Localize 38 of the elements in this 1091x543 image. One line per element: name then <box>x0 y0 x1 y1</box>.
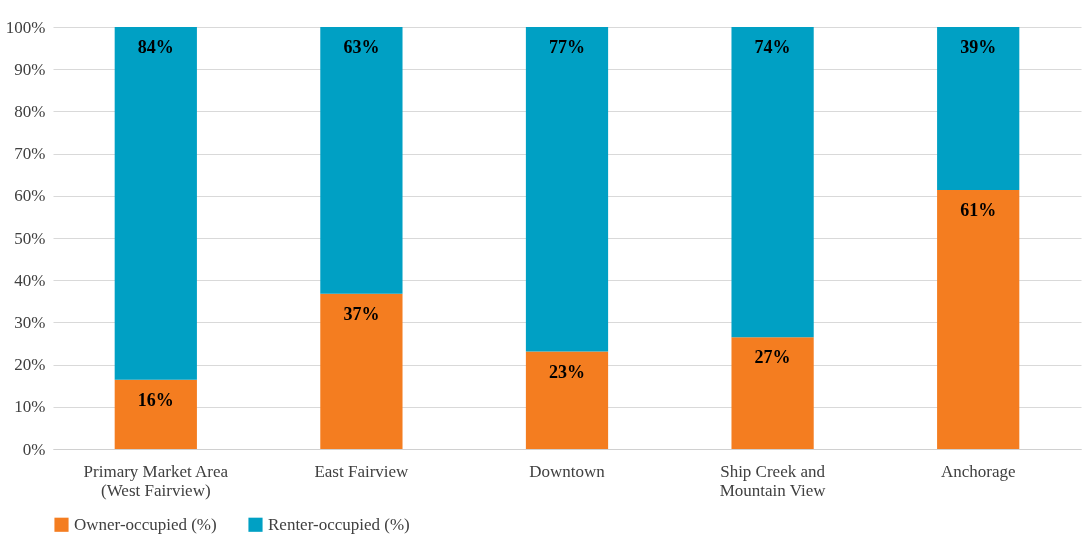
data-label: 23% <box>549 361 585 382</box>
bar <box>937 27 1020 190</box>
data-label: 39% <box>960 37 997 57</box>
y-tick-label: 70% <box>14 144 46 164</box>
bar <box>114 27 197 380</box>
bar <box>320 293 403 449</box>
bar <box>937 189 1020 449</box>
y-tick-label: 60% <box>14 186 46 206</box>
bar <box>525 351 609 449</box>
data-label: 27% <box>754 347 791 368</box>
y-tick-label: 100% <box>5 17 46 37</box>
legend-label: Owner-occupied (%) <box>74 514 217 534</box>
data-label: 63% <box>343 37 380 57</box>
data-label: 61% <box>960 199 997 220</box>
data-label: 16% <box>137 389 174 410</box>
y-tick-label: 30% <box>14 312 46 332</box>
x-tick-label: Downtown <box>529 461 606 481</box>
y-tick-label: 90% <box>14 59 46 79</box>
y-tick-label: 50% <box>14 228 46 248</box>
x-tick-label: Primary Market Area (West Fairview) <box>83 461 229 500</box>
y-tick-label: 40% <box>14 270 46 290</box>
data-label: 74% <box>754 37 791 57</box>
bar <box>320 27 403 294</box>
x-tick-label: East Fairview <box>314 461 410 481</box>
y-tick-label: 20% <box>14 355 46 375</box>
bar <box>114 379 197 449</box>
legend-label: Renter-occupied (%) <box>268 514 410 534</box>
data-label: 84% <box>137 37 174 57</box>
y-tick-label: 10% <box>14 397 46 417</box>
bar <box>731 27 814 338</box>
y-tick-label: 80% <box>14 101 46 121</box>
x-tick-label: Anchorage <box>940 461 1016 481</box>
x-tick-label: Ship Creek and Mountain View <box>719 461 827 500</box>
data-label: 77% <box>549 37 585 57</box>
data-label: 37% <box>343 303 380 324</box>
bar <box>731 337 814 449</box>
bar <box>525 27 609 352</box>
y-tick-label: 0% <box>22 439 46 459</box>
